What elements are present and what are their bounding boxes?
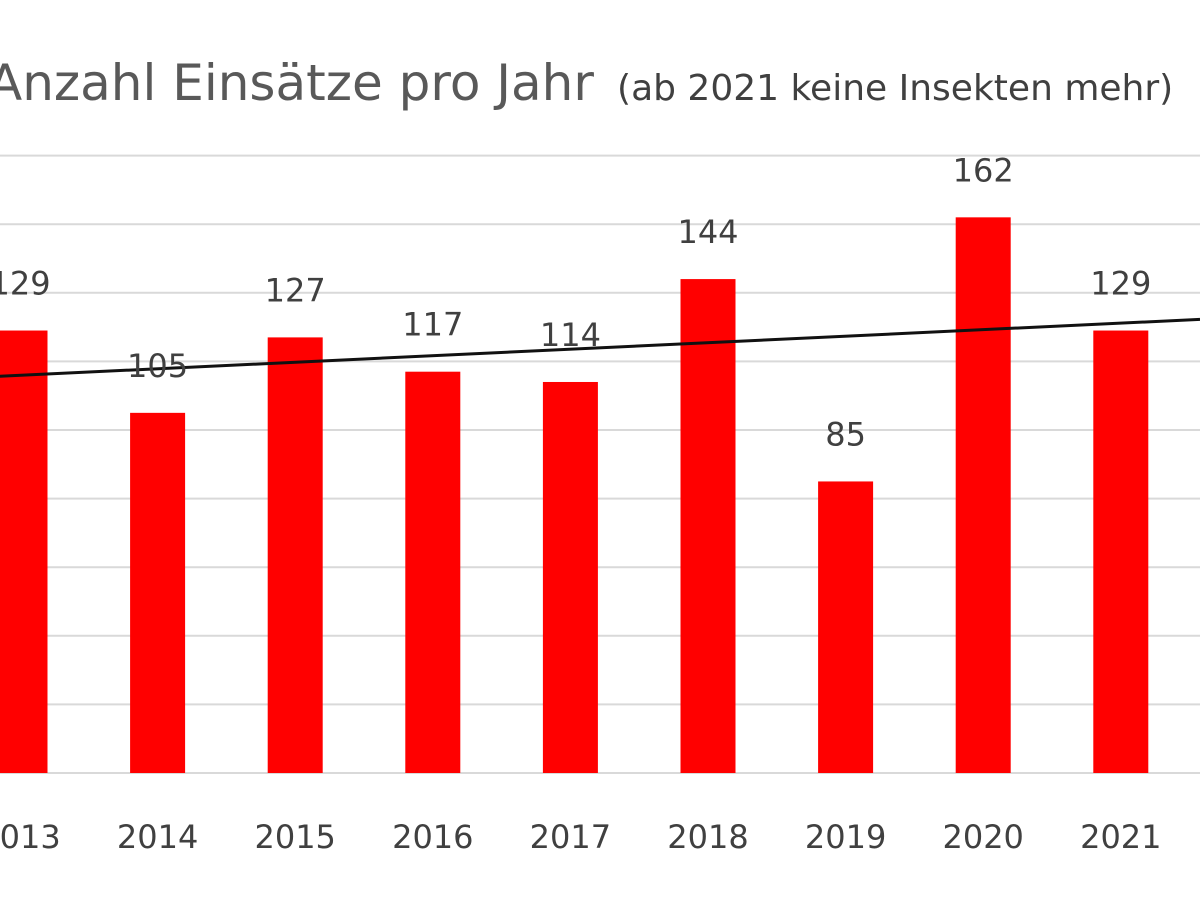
data-label-2020: 162 — [953, 151, 1014, 189]
chart-title-main: Anzahl Einsätze pro Jahr — [0, 54, 594, 112]
bar-2014 — [130, 412, 186, 773]
x-tick-2018: 2018 — [667, 818, 748, 856]
x-tick-2019: 2019 — [805, 818, 886, 856]
bar-2019 — [818, 481, 874, 773]
bar-2018 — [680, 279, 736, 773]
bar-2015 — [267, 337, 323, 773]
data-label-2019: 85 — [825, 415, 866, 453]
bar-2016 — [405, 371, 461, 773]
data-label-2013: 129 — [0, 265, 51, 303]
data-label-2017: 114 — [540, 316, 601, 354]
bar-2021 — [1093, 330, 1149, 773]
gridlines — [0, 154, 1200, 774]
trendline — [0, 317, 1200, 378]
bar-2017 — [542, 381, 598, 773]
x-tick-2020: 2020 — [942, 818, 1023, 856]
data-label-2018: 144 — [677, 213, 738, 251]
bar-2013 — [0, 330, 48, 773]
x-tick-2013: 2013 — [0, 818, 61, 856]
x-axis-ticks: 2013 2014 2015 2016 2017 2018 2019 2020 2021 — [0, 818, 1162, 856]
data-label-2015: 127 — [265, 271, 326, 309]
chart-subtitle: (ab 2021 keine Insekten mehr) — [617, 68, 1173, 109]
bar-2020 — [955, 217, 1011, 774]
data-labels: 129 105 127 117 114 144 85 162 129 — [0, 151, 1151, 453]
bars — [0, 217, 1149, 774]
data-label-2016: 117 — [402, 306, 463, 344]
data-label-2014: 105 — [127, 347, 188, 385]
x-tick-2017: 2017 — [530, 818, 611, 856]
chart-title: Anzahl Einsätze pro Jahr (ab 2021 keine … — [0, 54, 1173, 112]
x-tick-2015: 2015 — [254, 818, 335, 856]
trendline-group — [0, 317, 1200, 378]
x-tick-2016: 2016 — [392, 818, 473, 856]
x-tick-2014: 2014 — [117, 818, 198, 856]
x-tick-2021: 2021 — [1080, 818, 1161, 856]
data-label-2021: 129 — [1090, 265, 1151, 303]
